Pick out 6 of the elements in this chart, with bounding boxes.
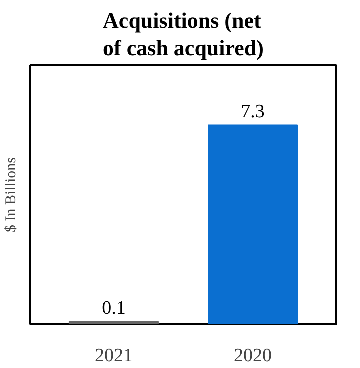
data-label: 0.1 [102,298,126,319]
x-tick-label: 2021 [94,346,133,366]
x-tick-label: 2020 [234,346,272,366]
chart-title: Acquisitions (net of cash acquired) [103,8,264,60]
data-label: 7.3 [241,101,265,122]
y-axis-title: $ In Billions [4,157,20,233]
